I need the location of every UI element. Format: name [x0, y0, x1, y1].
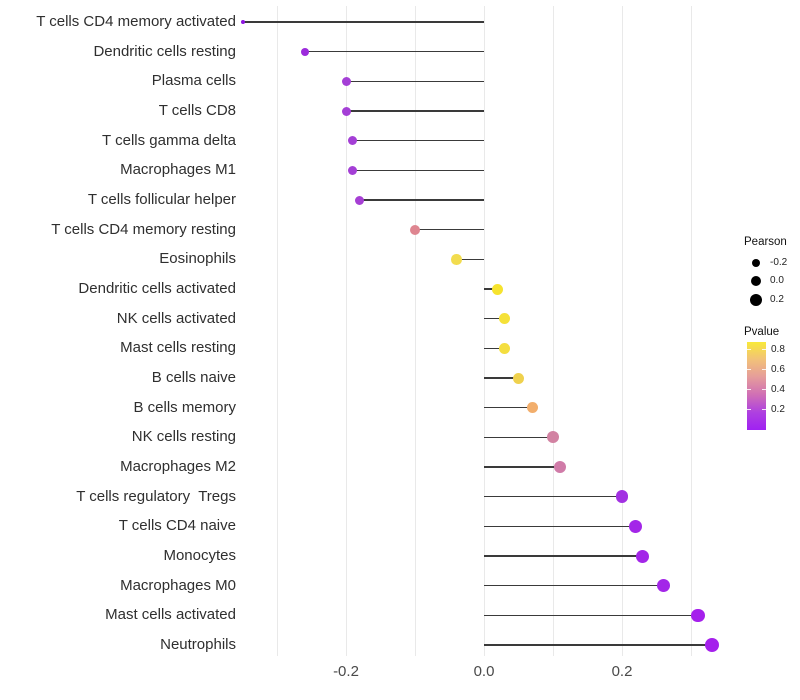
gridline: [414, 6, 416, 656]
category-label: Monocytes: [163, 547, 236, 564]
category-label: T cells regulatory Tregs: [76, 487, 236, 505]
lollipop-dot: [348, 165, 358, 175]
gridline: [552, 6, 554, 656]
lollipop-stem: [484, 406, 533, 409]
lollipop-stem: [484, 317, 505, 320]
lollipop-dot: [451, 254, 462, 265]
pearson-legend-dot: [750, 293, 762, 306]
colorbar-tick: [762, 408, 766, 410]
lollipop-dot: [240, 20, 245, 24]
colorbar-tick: [747, 348, 751, 350]
category-label: NK cells resting: [131, 428, 236, 446]
x-tick-label: 0.0: [473, 663, 495, 680]
lollipop-stem: [484, 584, 664, 587]
category-label: Macrophages M1: [120, 161, 236, 179]
lollipop-stem: [484, 288, 498, 290]
lollipop-dot: [499, 342, 511, 354]
lollipop-dot: [547, 431, 559, 444]
lollipop-dot: [300, 47, 309, 56]
category-label: T cells gamma delta: [102, 131, 236, 149]
colorbar-tick-label: 0.4: [771, 384, 785, 395]
category-label: Eosinophils: [159, 250, 236, 268]
category-label: Dendritic cells activated: [78, 280, 236, 297]
pearson-legend-label: 0.2: [770, 293, 784, 305]
lollipop-stem: [415, 228, 484, 231]
lollipop-dot: [636, 549, 650, 563]
lollipop-dot: [499, 313, 511, 325]
pvalue-legend-title: Pvalue: [744, 326, 780, 338]
pearson-legend-title: Pearson: [744, 236, 787, 248]
pvalue-colorbar: [747, 342, 766, 430]
category-label: T cells follicular helper: [87, 191, 236, 208]
lollipop-stem: [346, 80, 484, 83]
category-label: T cells CD4 memory resting: [51, 220, 236, 238]
lollipop-stem: [456, 258, 484, 261]
x-tick-label: -0.2: [333, 663, 359, 680]
lollipop-stem: [484, 347, 505, 350]
x-tick-label: 0.2: [611, 663, 633, 680]
lollipop-stem: [359, 199, 484, 201]
category-label: Neutrophils: [160, 636, 236, 653]
lollipop-dot: [615, 490, 629, 503]
lollipop-stem: [484, 495, 622, 498]
category-label: B cells naive: [151, 369, 236, 386]
lollipop-stem: [484, 555, 643, 557]
lollipop-stem: [352, 139, 484, 142]
lollipop-stem: [484, 377, 519, 379]
lollipop-dot: [355, 195, 365, 205]
lollipop-dot: [629, 519, 643, 533]
lollipop-stem: [484, 614, 698, 617]
colorbar-tick-label: 0.8: [771, 344, 785, 355]
lollipop-stem: [484, 525, 636, 528]
colorbar-tick-label: 0.6: [771, 364, 785, 375]
pearson-legend-label: -0.2: [770, 256, 788, 268]
gridline: [345, 6, 347, 656]
lollipop-stem: [352, 169, 484, 172]
lollipop-dot: [704, 638, 719, 652]
lollipop-stem: [346, 110, 484, 112]
colorbar-tick: [747, 388, 751, 390]
category-label: Dendritic cells resting: [93, 42, 236, 60]
lollipop-dot: [341, 76, 351, 86]
lollipop-stem: [484, 436, 553, 439]
category-label: T cells CD4 naive: [118, 517, 236, 535]
category-label: T cells CD4 memory activated: [36, 13, 236, 30]
category-label: Mast cells resting: [120, 339, 236, 357]
lollipop-stem: [484, 466, 560, 468]
lollipop-stem: [484, 644, 712, 646]
gridline: [690, 6, 692, 656]
gridline: [276, 6, 278, 656]
gridline: [621, 6, 623, 656]
category-label: Plasma cells: [151, 72, 236, 90]
pearson-legend-dot: [752, 258, 760, 267]
category-label: Macrophages M2: [120, 458, 236, 475]
category-label: B cells memory: [133, 398, 236, 416]
colorbar-tick: [762, 368, 766, 370]
lollipop-dot: [348, 136, 358, 146]
colorbar-tick: [747, 368, 751, 370]
pearson-legend-dot: [751, 276, 761, 286]
category-label: T cells CD8: [158, 102, 236, 119]
category-label: Mast cells activated: [105, 606, 236, 624]
lollipop-dot: [341, 106, 351, 116]
lollipop-dot: [492, 283, 504, 295]
category-label: NK cells activated: [116, 309, 236, 327]
lollipop-stem: [304, 50, 484, 53]
lollipop-dot: [513, 372, 524, 384]
colorbar-tick: [747, 408, 751, 410]
lollipop-dot: [553, 461, 566, 473]
lollipop-dot: [526, 401, 539, 414]
colorbar-tick: [762, 388, 766, 390]
lollipop-dot: [656, 579, 670, 593]
lollipop-dot: [691, 608, 705, 623]
colorbar-tick-label: 0.2: [771, 404, 785, 415]
lollipop-dot: [410, 224, 420, 235]
category-label: Macrophages M0: [120, 576, 236, 594]
lollipop-stem: [242, 21, 484, 23]
pearson-legend-label: 0.0: [770, 275, 784, 286]
gridline: [483, 6, 485, 656]
colorbar-tick: [762, 348, 766, 350]
